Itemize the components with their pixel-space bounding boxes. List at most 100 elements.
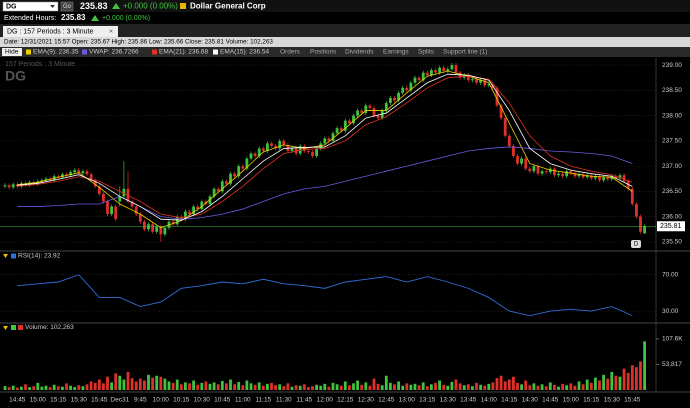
- volume-bar: [122, 379, 126, 390]
- badge: D: [634, 242, 639, 248]
- toolbar-item[interactable]: Positions: [310, 49, 337, 56]
- volume-bar: [606, 378, 610, 390]
- toolbar-item[interactable]: Support line (1): [443, 49, 487, 56]
- volume-bar: [69, 385, 72, 390]
- toolbar-item[interactable]: Orders: [280, 49, 301, 56]
- volume-bar: [208, 383, 212, 390]
- candle-body: [282, 140, 286, 145]
- volume-bar: [196, 384, 200, 390]
- candle-body: [85, 171, 89, 175]
- volume-bar: [81, 386, 85, 390]
- candle-body: [401, 87, 405, 93]
- candle-body: [622, 175, 626, 182]
- candle-body: [512, 145, 515, 157]
- volume-bar: [598, 380, 601, 390]
- hide-button[interactable]: [2, 48, 22, 56]
- x-tick-label: 15:15: [50, 397, 67, 404]
- toolbar-item[interactable]: Splits: [418, 49, 435, 56]
- x-tick-label: 15:15: [583, 397, 600, 404]
- chart-tab[interactable]: [3, 26, 118, 37]
- candle-body: [138, 214, 142, 222]
- tab-close[interactable]: ×: [109, 28, 113, 35]
- volume-bar: [466, 384, 470, 390]
- candle-body: [89, 174, 93, 181]
- volume-bar: [339, 385, 343, 390]
- candle-body: [585, 175, 589, 178]
- volume-bar: [639, 361, 642, 390]
- volume-bar: [356, 380, 359, 390]
- toolbar-item[interactable]: Dividends: [345, 49, 374, 56]
- volume-bar: [544, 386, 548, 390]
- candle-body: [430, 70, 433, 76]
- legend-label: EMA(9): 236.35: [33, 49, 79, 56]
- volume-bar: [229, 379, 232, 390]
- volume-bar: [118, 375, 122, 390]
- up-triangle: [91, 15, 99, 21]
- volume-bar: [585, 379, 589, 390]
- collapse-toggle[interactable]: [3, 254, 8, 258]
- volume-bar: [405, 383, 409, 390]
- candle-body: [397, 92, 400, 101]
- x-tick-label: 11:00: [235, 397, 251, 404]
- volume-bar: [65, 383, 68, 390]
- x-tick-label: 15:30: [71, 397, 88, 404]
- volume-bar: [462, 385, 466, 390]
- candle-body: [348, 120, 351, 124]
- candle-body: [130, 201, 134, 207]
- volume-bar: [24, 384, 27, 390]
- bar-info: Date: 12/31/2021 15:57 Open: 235.67 High…: [4, 39, 273, 46]
- candle-body: [220, 181, 224, 192]
- volume-bar: [528, 385, 532, 390]
- candle-body: [266, 143, 269, 151]
- candle-body: [188, 211, 191, 215]
- volume-bar: [102, 383, 105, 390]
- volume-bar: [475, 382, 478, 390]
- candle-body: [3, 185, 7, 187]
- candle-body: [602, 177, 605, 181]
- volume-bar: [393, 384, 396, 390]
- y-tick-label: 236.00: [662, 213, 682, 220]
- last-price: 235.83: [80, 1, 108, 11]
- volume-bar: [311, 386, 314, 390]
- toolbar-item[interactable]: Earnings: [383, 49, 409, 56]
- go-button[interactable]: [60, 1, 74, 12]
- volume-bar: [499, 375, 503, 390]
- candle-body: [561, 173, 564, 177]
- y-tick-label: 237.50: [662, 138, 682, 145]
- volume-bar: [643, 341, 646, 390]
- candle-body: [606, 177, 610, 180]
- candle-body: [143, 221, 146, 230]
- overlay-line: [17, 70, 633, 229]
- x-tick-label: 15:45: [91, 397, 108, 404]
- volume-bar: [167, 381, 171, 390]
- extended-price: 235.83: [61, 13, 86, 22]
- volume-bar: [77, 385, 81, 390]
- legend-swatch: [152, 49, 157, 55]
- legend-swatch: [26, 49, 31, 55]
- volume-bar: [233, 384, 236, 390]
- volume-bar: [147, 374, 150, 390]
- last-price-box: [657, 221, 685, 232]
- candle-body: [81, 171, 85, 174]
- volume-bar: [401, 385, 405, 390]
- x-tick-label: 9:45: [134, 397, 147, 404]
- x-tick-label: 10:45: [214, 397, 231, 404]
- volume-bar: [274, 385, 277, 390]
- candle-body: [118, 196, 122, 202]
- company-icon: [180, 3, 186, 9]
- x-tick-label: 14:45: [542, 397, 559, 404]
- candle-body: [233, 173, 236, 177]
- candle-body: [7, 185, 11, 188]
- collapse-toggle[interactable]: [3, 326, 8, 330]
- volume-bar: [237, 381, 241, 390]
- dropdown-arrow[interactable]: [50, 5, 55, 8]
- watermark: 157 Periods : 3 Minute: [5, 61, 75, 68]
- candle-body: [594, 176, 597, 179]
- volume-bar: [553, 384, 556, 390]
- tab-title: DG : 157 Periods : 3 Minute: [7, 28, 93, 35]
- symbol-input[interactable]: [2, 1, 59, 12]
- volume-bar: [52, 384, 56, 390]
- candle-body: [159, 226, 163, 235]
- candle-body: [626, 181, 630, 189]
- volume-bar: [630, 365, 634, 390]
